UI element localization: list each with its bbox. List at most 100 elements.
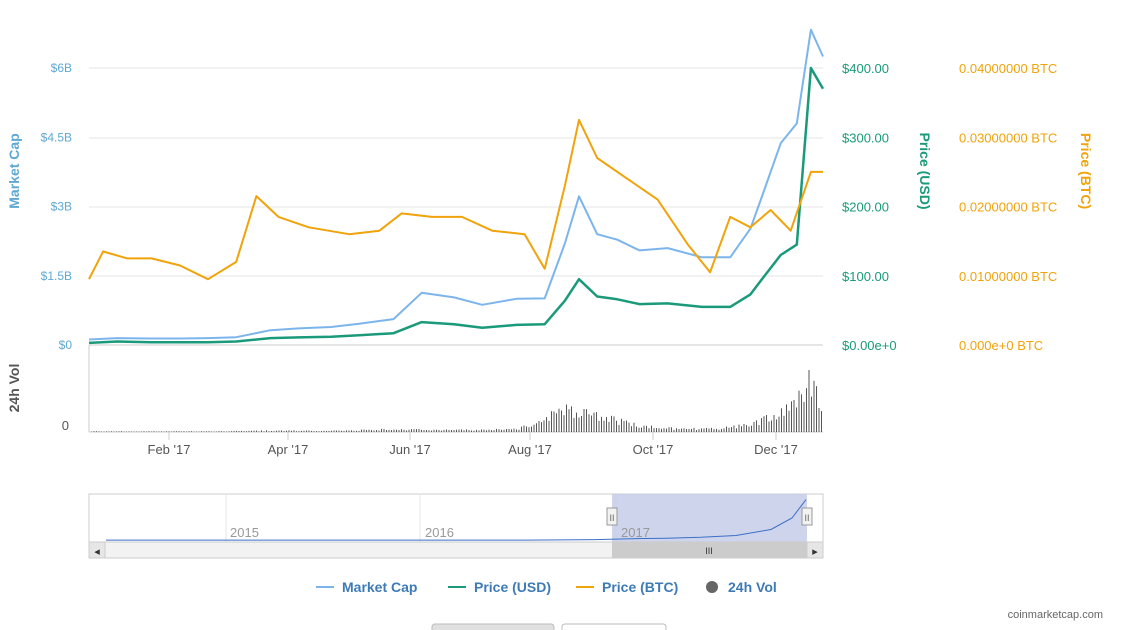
volume-bar [241, 430, 242, 432]
volume-bar [356, 430, 357, 432]
volume-bar [768, 421, 770, 432]
volume-bar [156, 431, 157, 432]
volume-bar [456, 429, 457, 432]
credit-link[interactable]: coinmarketcap.com [1008, 609, 1103, 621]
scrollbar-thumb[interactable] [612, 542, 807, 558]
volume-bar [501, 429, 502, 432]
volume-bar [161, 431, 162, 432]
volume-bar [546, 417, 547, 432]
volume-bar [96, 431, 97, 432]
volume-bar [336, 430, 337, 432]
volume-bar [203, 431, 205, 432]
volume-bar [106, 431, 107, 432]
navigator-right-handle[interactable]: II [801, 507, 813, 526]
volume-bar [783, 415, 785, 432]
volume-bar [671, 427, 672, 432]
volume-bar [791, 401, 792, 432]
volume-bar [271, 431, 272, 432]
volume-bar [583, 409, 585, 432]
volume-bar [746, 425, 747, 432]
navigator-year-label: 2017 [621, 525, 650, 540]
volume-bar [528, 427, 530, 432]
navigator[interactable]: 2015 2016 2017 II II [88, 493, 824, 543]
volume-bar [178, 431, 180, 432]
legend-item-24h-vol[interactable]: 24h Vol [706, 579, 777, 595]
volume-bar [363, 429, 365, 432]
volume-bar [551, 411, 552, 432]
scrollbar[interactable]: III ◂ ▸ [88, 541, 824, 559]
market-cap-tick-label: $4.5B [41, 130, 72, 144]
volume-bar [261, 430, 262, 432]
volume-bar [286, 430, 287, 432]
volume-bar [518, 429, 520, 432]
volume-bar [228, 431, 230, 432]
volume-bar [481, 429, 482, 432]
volume-bar [341, 430, 342, 432]
volume-bar [406, 430, 407, 432]
volume-bar [683, 428, 685, 432]
volume-bar [258, 431, 260, 432]
volume-bar [273, 431, 275, 432]
volume-bar [608, 421, 610, 432]
legend-item-market-cap[interactable]: Market Cap [316, 579, 417, 595]
volume-bar [773, 415, 775, 432]
bottom-tab-button-1[interactable] [431, 623, 555, 630]
volume-bar [313, 431, 315, 432]
navigator-left-handle[interactable]: II [606, 507, 618, 526]
volume-bar [638, 427, 640, 432]
legend-label: 24h Vol [728, 579, 777, 595]
volume-bar [383, 428, 385, 432]
volume-bar [353, 430, 355, 432]
volume-bar [658, 428, 660, 432]
handle-grip-icon: II [804, 513, 809, 523]
volume-bar [531, 426, 532, 432]
volume-bar [796, 407, 797, 432]
volume-bar [681, 428, 682, 432]
bottom-tab-button-2[interactable] [561, 623, 667, 630]
volume-bar [398, 430, 400, 432]
volume-bar [168, 431, 170, 432]
volume-bar [538, 421, 540, 432]
volume-bar [381, 428, 382, 432]
market-cap-tick-label: $1.5B [41, 269, 72, 283]
volume-bar [408, 429, 410, 432]
volume-bar [393, 429, 395, 432]
volume-bar [301, 430, 302, 432]
volume-bar [673, 429, 675, 432]
legend-item-price-btc[interactable]: Price (BTC) [576, 579, 678, 595]
volume-bar [123, 431, 125, 432]
navigator-selected-range[interactable] [612, 494, 807, 542]
scroll-left-button[interactable]: ◂ [88, 541, 106, 559]
volume-bar [593, 412, 595, 432]
volume-bar [143, 431, 145, 432]
volume-bar [633, 422, 635, 432]
volume-bar [133, 431, 135, 432]
volume-bar [163, 431, 165, 432]
price-btc-tick-label: 0.02000000 BTC [959, 200, 1057, 215]
volume-axis-title: 24h Vol [6, 364, 22, 413]
volume-bar [331, 430, 332, 432]
price-btc-tick-label: 0.04000000 BTC [959, 61, 1057, 76]
volume-bar [691, 428, 692, 432]
volume-bar [786, 404, 787, 432]
volume-bar [503, 429, 505, 432]
volume-bar [93, 431, 95, 432]
volume-bar [461, 429, 462, 432]
volume-bar [348, 430, 350, 432]
volume-bar [733, 425, 735, 432]
volume-bar [578, 417, 580, 432]
market-cap-tick-label: $6B [51, 61, 72, 75]
arrow-left-icon: ◂ [94, 546, 100, 558]
volume-bar [778, 416, 780, 432]
volume-bar [748, 426, 750, 432]
volume-bar [343, 430, 345, 432]
scroll-right-button[interactable]: ▸ [806, 541, 824, 559]
legend-item-price-usd[interactable]: Price (USD) [448, 579, 551, 595]
volume-bar [226, 431, 227, 432]
volume-bar [108, 431, 110, 432]
volume-bar [316, 431, 317, 432]
volume-bar [298, 431, 300, 432]
volume-bar [616, 420, 617, 432]
volume-bar [573, 417, 575, 432]
volume-bar [496, 428, 497, 432]
